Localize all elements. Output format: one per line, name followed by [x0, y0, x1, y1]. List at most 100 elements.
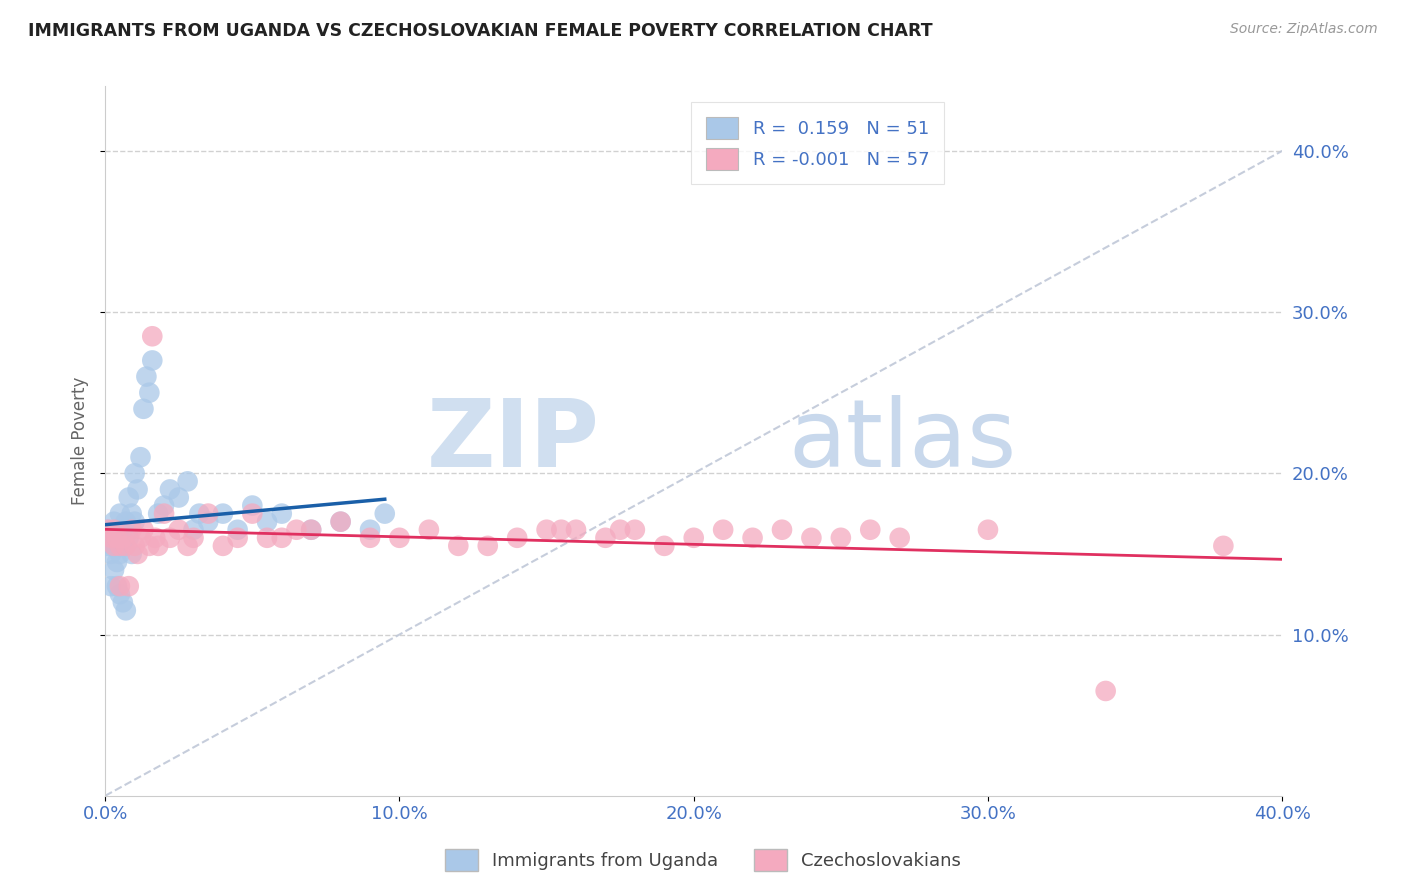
Point: [329, 515, 352, 529]
Point: [100, 547, 122, 561]
Text: ZIP: ZIP: [426, 395, 599, 487]
Point: [100, 531, 122, 545]
Point: [124, 467, 146, 481]
Point: [859, 523, 882, 537]
Point: [103, 515, 125, 529]
Point: [121, 523, 143, 537]
Legend: R =  0.159   N = 51, R = -0.001   N = 57: R = 0.159 N = 51, R = -0.001 N = 57: [692, 103, 943, 185]
Point: [800, 531, 823, 545]
Point: [299, 523, 322, 537]
Point: [105, 555, 128, 569]
Point: [132, 523, 155, 537]
Legend: Immigrants from Uganda, Czechoslovakians: Immigrants from Uganda, Czechoslovakians: [437, 842, 969, 879]
Point: [138, 385, 160, 400]
Point: [240, 507, 263, 521]
Point: [108, 579, 131, 593]
Point: [652, 539, 675, 553]
Point: [127, 483, 149, 497]
Point: [129, 531, 152, 545]
Point: [536, 523, 558, 537]
Point: [188, 507, 211, 521]
Point: [212, 507, 235, 521]
Point: [111, 531, 134, 545]
Point: [159, 531, 181, 545]
Point: [114, 539, 136, 553]
Point: [141, 353, 163, 368]
Point: [212, 539, 235, 553]
Point: [226, 523, 249, 537]
Point: [141, 329, 163, 343]
Point: [148, 507, 170, 521]
Point: [118, 531, 141, 545]
Point: [135, 369, 157, 384]
Point: [741, 531, 763, 545]
Point: [108, 587, 131, 601]
Point: [153, 499, 176, 513]
Point: [118, 491, 141, 505]
Point: [770, 523, 793, 537]
Point: [285, 523, 308, 537]
Point: [132, 401, 155, 416]
Point: [374, 507, 396, 521]
Point: [100, 531, 122, 545]
Point: [550, 523, 572, 537]
Point: [159, 483, 181, 497]
Point: [388, 531, 411, 545]
Point: [97, 539, 120, 553]
Point: [114, 515, 136, 529]
Point: [418, 523, 440, 537]
Point: [711, 523, 734, 537]
Point: [143, 531, 166, 545]
Point: [624, 523, 647, 537]
Point: [595, 531, 617, 545]
Point: [359, 523, 381, 537]
Point: [183, 523, 205, 537]
Point: [108, 547, 131, 561]
Point: [477, 539, 499, 553]
Point: [183, 531, 205, 545]
Point: [506, 531, 529, 545]
Point: [108, 531, 131, 545]
Point: [609, 523, 631, 537]
Point: [270, 507, 292, 521]
Point: [138, 539, 160, 553]
Point: [114, 539, 136, 553]
Point: [299, 523, 322, 537]
Point: [127, 547, 149, 561]
Point: [830, 531, 852, 545]
Point: [97, 523, 120, 537]
Point: [447, 539, 470, 553]
Point: [240, 499, 263, 513]
Point: [197, 515, 219, 529]
Point: [105, 539, 128, 553]
Point: [100, 579, 122, 593]
Point: [565, 523, 588, 537]
Point: [121, 547, 143, 561]
Point: [256, 531, 278, 545]
Point: [97, 523, 120, 537]
Point: [167, 491, 190, 505]
Y-axis label: Female Poverty: Female Poverty: [72, 377, 89, 505]
Point: [256, 515, 278, 529]
Point: [226, 531, 249, 545]
Point: [682, 531, 704, 545]
Point: [121, 507, 143, 521]
Text: IMMIGRANTS FROM UGANDA VS CZECHOSLOVAKIAN FEMALE POVERTY CORRELATION CHART: IMMIGRANTS FROM UGANDA VS CZECHOSLOVAKIA…: [28, 22, 932, 40]
Point: [111, 539, 134, 553]
Point: [153, 507, 176, 521]
Point: [1212, 539, 1234, 553]
Point: [108, 507, 131, 521]
Point: [103, 539, 125, 553]
Point: [111, 595, 134, 609]
Point: [176, 475, 198, 489]
Point: [114, 603, 136, 617]
Point: [103, 523, 125, 537]
Point: [329, 515, 352, 529]
Point: [111, 523, 134, 537]
Point: [124, 515, 146, 529]
Point: [1094, 684, 1116, 698]
Point: [103, 539, 125, 553]
Point: [167, 523, 190, 537]
Text: Source: ZipAtlas.com: Source: ZipAtlas.com: [1230, 22, 1378, 37]
Point: [176, 539, 198, 553]
